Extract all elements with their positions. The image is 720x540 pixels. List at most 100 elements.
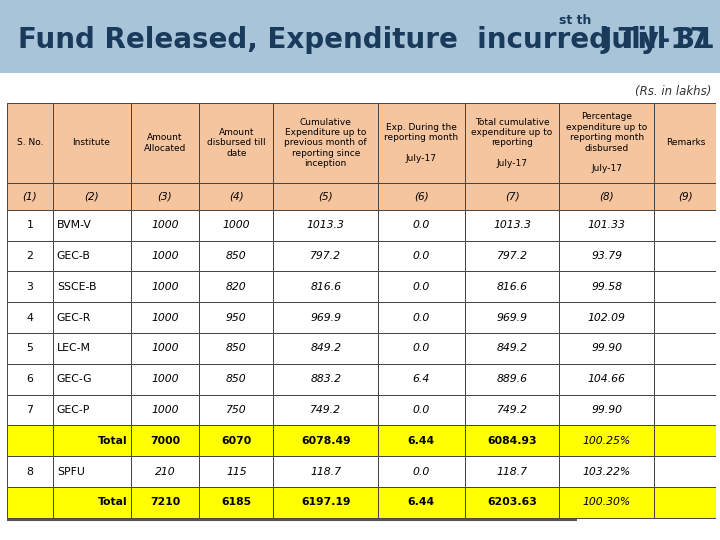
Text: 850: 850 [226, 374, 247, 384]
Bar [130, 487, 199, 518]
Text: Fund Released, Expenditure  incurred Till 31: Fund Released, Expenditure incurred Till… [18, 26, 715, 54]
Bar [274, 210, 378, 241]
Bar [464, 302, 559, 333]
Bar [130, 426, 199, 456]
Bar [654, 103, 716, 183]
Bar [464, 103, 559, 183]
Text: 2: 2 [27, 251, 33, 261]
Bar [130, 241, 199, 272]
Text: 101.33: 101.33 [588, 220, 626, 230]
Text: (Rs. in lakhs): (Rs. in lakhs) [635, 85, 711, 98]
Text: (2): (2) [84, 191, 99, 201]
Text: Amount
Allocated: Amount Allocated [144, 133, 186, 153]
Bar [559, 241, 654, 272]
Bar [130, 333, 199, 364]
Text: 118.7: 118.7 [310, 467, 341, 477]
Bar [199, 302, 274, 333]
Bar [53, 487, 130, 518]
Text: 115: 115 [226, 467, 247, 477]
Bar [464, 426, 559, 456]
Bar [654, 364, 716, 395]
Text: 816.6: 816.6 [497, 282, 528, 292]
Bar [378, 210, 464, 241]
Bar [559, 395, 654, 426]
Text: Amount
disbursed till
date: Amount disbursed till date [207, 128, 266, 158]
Bar [464, 456, 559, 487]
Text: Total cumulative
expenditure up to
reporting

July-17: Total cumulative expenditure up to repor… [472, 118, 553, 168]
Text: 1: 1 [27, 220, 33, 230]
Bar [559, 103, 654, 183]
Text: 1013.3: 1013.3 [307, 220, 345, 230]
Text: 0.0: 0.0 [413, 313, 430, 322]
Text: (3): (3) [158, 191, 172, 201]
Bar [559, 210, 654, 241]
Text: 850: 850 [226, 343, 247, 353]
Bar [464, 272, 559, 302]
Bar [559, 364, 654, 395]
Bar [559, 302, 654, 333]
Text: 1013.3: 1013.3 [493, 220, 531, 230]
Bar [53, 103, 130, 183]
Text: 5: 5 [27, 343, 33, 353]
Bar [378, 333, 464, 364]
Text: 849.2: 849.2 [497, 343, 528, 353]
Bar [274, 395, 378, 426]
Bar [130, 395, 199, 426]
Bar [378, 426, 464, 456]
Bar [199, 103, 274, 183]
Text: 99.58: 99.58 [591, 282, 622, 292]
Text: SSCE-B: SSCE-B [57, 282, 96, 292]
Text: (6): (6) [414, 191, 428, 201]
Bar [378, 487, 464, 518]
Text: 118.7: 118.7 [497, 467, 528, 477]
Bar [199, 487, 274, 518]
Text: Remarks: Remarks [666, 138, 705, 147]
Bar [559, 183, 654, 210]
Text: 883.2: 883.2 [310, 374, 341, 384]
Bar [274, 364, 378, 395]
Text: (8): (8) [600, 191, 614, 201]
Text: Exp. During the
reporting month

July-17: Exp. During the reporting month July-17 [384, 123, 459, 163]
Bar [199, 183, 274, 210]
Bar [378, 395, 464, 426]
Text: (7): (7) [505, 191, 519, 201]
Bar [199, 395, 274, 426]
Bar [199, 272, 274, 302]
Text: (4): (4) [229, 191, 243, 201]
Text: 889.6: 889.6 [497, 374, 528, 384]
Bar [559, 426, 654, 456]
Bar [199, 333, 274, 364]
Bar [464, 210, 559, 241]
Text: Percentage
expenditure up to
reporting month
disbursed

July-17: Percentage expenditure up to reporting m… [566, 112, 647, 173]
Bar [274, 426, 378, 456]
Bar [559, 272, 654, 302]
Text: 969.9: 969.9 [497, 313, 528, 322]
Text: st th: st th [559, 14, 591, 27]
Bar [464, 364, 559, 395]
Bar [654, 210, 716, 241]
Bar [378, 241, 464, 272]
Bar [654, 302, 716, 333]
Bar [7, 395, 53, 426]
Text: Institute: Institute [73, 138, 110, 147]
Text: 99.90: 99.90 [591, 405, 622, 415]
Bar [464, 333, 559, 364]
Bar [378, 183, 464, 210]
Text: 849.2: 849.2 [310, 343, 341, 353]
Bar [274, 183, 378, 210]
Text: 0.0: 0.0 [413, 405, 430, 415]
Bar [559, 487, 654, 518]
Text: 969.9: 969.9 [310, 313, 341, 322]
Bar [7, 241, 53, 272]
Text: 1000: 1000 [151, 313, 179, 322]
Text: 4: 4 [27, 313, 33, 322]
Text: GEC-R: GEC-R [57, 313, 91, 322]
Bar [464, 183, 559, 210]
Text: GEC-G: GEC-G [57, 374, 92, 384]
Bar [378, 364, 464, 395]
Bar [130, 456, 199, 487]
Text: 6.4: 6.4 [413, 374, 430, 384]
Text: 1000: 1000 [151, 220, 179, 230]
Text: 1000: 1000 [222, 220, 250, 230]
Bar [53, 210, 130, 241]
